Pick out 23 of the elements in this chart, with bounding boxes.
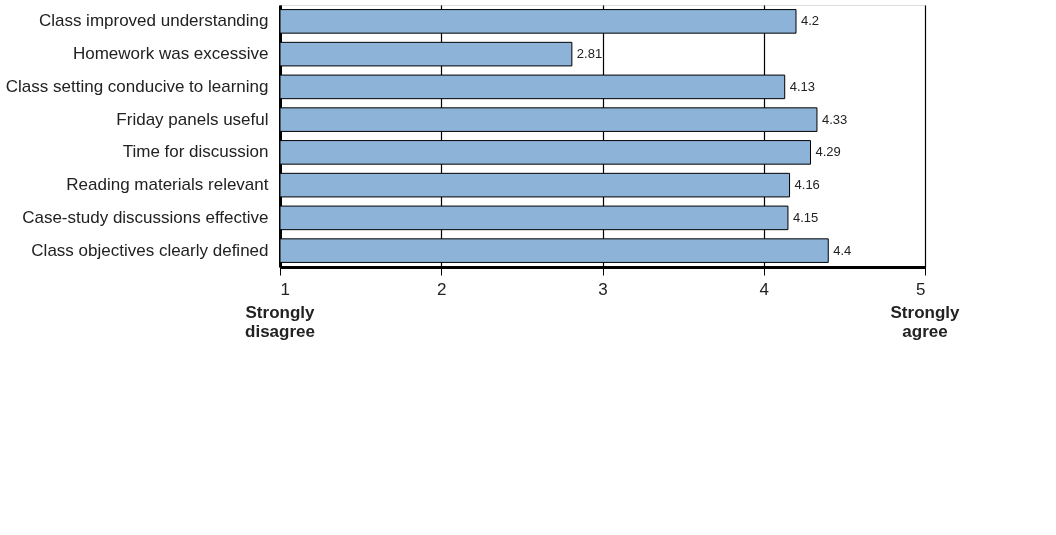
x-tick-label: 5 [916, 279, 926, 299]
data-label: 4.2 [801, 13, 820, 29]
y-tick-label: Time for discussion [122, 142, 269, 162]
text: Strongly disagree [245, 303, 316, 341]
y-tick-label: Homework was excessive [72, 44, 269, 64]
x-tick-label: 1 [280, 279, 290, 299]
x-tick-label: 2 [437, 279, 447, 299]
y-tick-label: Class improved understanding [38, 11, 269, 31]
y-tick-label: Class objectives clearly defined [31, 240, 269, 260]
y-tick-label: Class setting conducive to learning [5, 76, 269, 96]
y-tick-label: Reading materials relevant [66, 175, 269, 195]
data-label: 4.33 [821, 111, 848, 127]
data-label: 4.4 [833, 242, 852, 258]
text: Strongly agree [890, 303, 961, 341]
x-tick-label: 4 [759, 279, 769, 299]
data-label: 4.29 [815, 144, 841, 160]
data-label: 4.15 [792, 209, 819, 225]
data-label: 4.16 [794, 177, 820, 193]
data-label: 2.81 [576, 46, 603, 62]
data-label: 4.13 [789, 78, 816, 94]
x-tick-label: 3 [598, 279, 608, 299]
y-tick-label: Friday panels useful [116, 109, 269, 129]
y-tick-label: Case-study discussions effective [22, 207, 269, 227]
